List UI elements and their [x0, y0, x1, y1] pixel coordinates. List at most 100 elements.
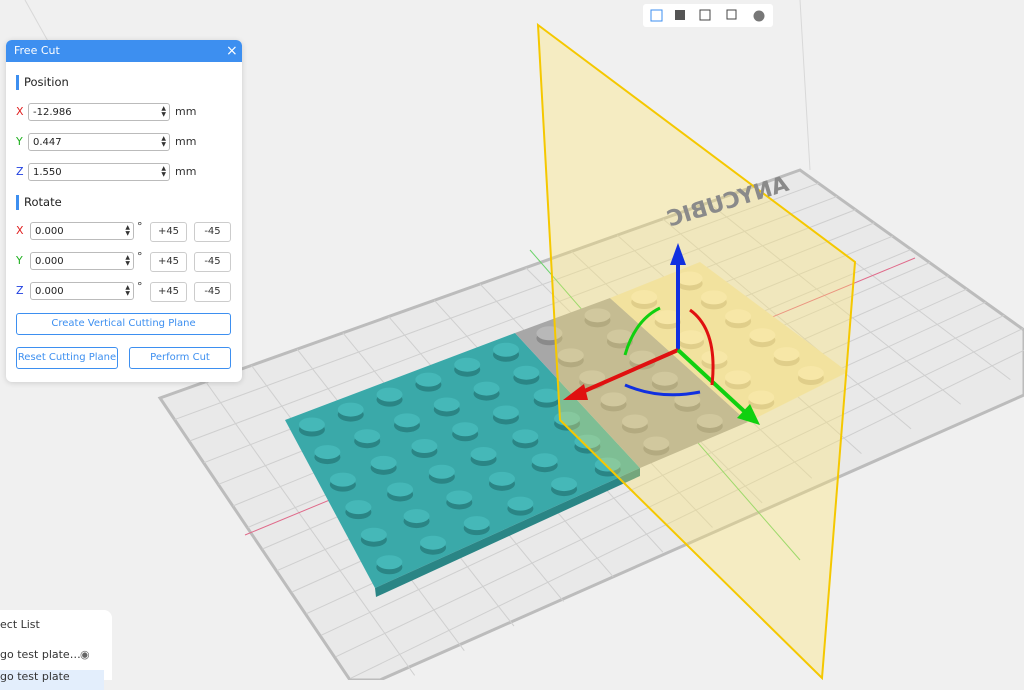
stud	[676, 271, 703, 286]
number-input[interactable]: 0.000 ▲ ▼	[30, 222, 134, 240]
stud	[654, 310, 681, 325]
unit-label: mm	[175, 105, 197, 118]
plus-button[interactable]: +45	[150, 252, 187, 272]
stud	[452, 422, 479, 437]
stud	[631, 290, 658, 305]
icon-pick[interactable]	[726, 9, 737, 20]
grid-line	[335, 328, 1024, 658]
stud	[488, 471, 515, 486]
close-button[interactable]: ×	[226, 43, 238, 59]
stud	[329, 472, 356, 487]
stud	[454, 357, 481, 372]
minus-button[interactable]: -45	[194, 252, 231, 272]
number-input[interactable]: 0.000 ▲ ▼	[30, 252, 134, 270]
stud	[470, 447, 497, 462]
number-input[interactable]: 1.550 ▲ ▼	[28, 163, 170, 181]
stud	[533, 388, 560, 403]
stud	[493, 342, 520, 357]
unit-label: mm	[175, 165, 197, 178]
stud	[584, 308, 611, 323]
spinner[interactable]: ▲ ▼	[161, 105, 166, 118]
stud	[433, 397, 460, 412]
perform-cut-button[interactable]: Perform Cut	[129, 347, 231, 369]
spinner[interactable]: ▲ ▼	[125, 224, 130, 237]
stud	[420, 535, 447, 550]
object-list: ect List go test plate… ◉ go test plate	[0, 610, 112, 690]
number-input[interactable]: -12.986 ▲ ▼	[28, 103, 170, 121]
stud	[725, 309, 752, 324]
spinner[interactable]: ▲ ▼	[161, 135, 166, 148]
panel-header: Free Cut ×	[6, 40, 242, 62]
number-input[interactable]: 0.000 ▲ ▼	[30, 282, 134, 300]
axis-label: Y	[16, 254, 23, 267]
stud	[678, 330, 705, 345]
toolbar-icons	[650, 9, 765, 22]
visibility-icon[interactable]: ◉	[80, 648, 90, 661]
stud	[376, 555, 403, 570]
stud	[411, 439, 438, 454]
stud	[463, 516, 490, 531]
spinner[interactable]: ▲ ▼	[125, 254, 130, 267]
stud	[298, 417, 325, 432]
stud	[513, 365, 540, 380]
stud	[551, 477, 578, 492]
create-plane-button[interactable]: Create Vertical Cutting Plane	[16, 313, 231, 335]
gizmo	[563, 243, 760, 425]
stud	[387, 482, 414, 497]
stud	[314, 445, 341, 460]
object-item[interactable]: go test plate… ◉	[0, 648, 104, 668]
icon-select[interactable]	[699, 9, 711, 21]
stud	[600, 392, 627, 407]
stud	[696, 413, 723, 428]
reset-button[interactable]: Reset Cutting Plane	[16, 347, 118, 369]
object-list-title: ect List	[0, 618, 40, 631]
stud	[415, 372, 442, 387]
panel-title: Free Cut	[14, 44, 60, 57]
stud	[701, 350, 728, 365]
object-name: go test plate…	[0, 648, 81, 661]
number-input[interactable]: 0.447 ▲ ▼	[28, 133, 170, 151]
axis-label: X	[16, 224, 24, 237]
stud	[621, 414, 648, 429]
stud	[748, 390, 775, 405]
free-cut-panel: Free Cut × Position Rotate Create Vertic…	[6, 40, 242, 382]
stud	[574, 434, 601, 449]
object-item[interactable]: go test plate	[0, 670, 104, 690]
unit-label: °	[137, 280, 143, 293]
stud	[651, 371, 678, 386]
stud	[403, 509, 430, 524]
stud	[797, 366, 824, 381]
grid-line	[320, 314, 1005, 636]
stud	[531, 453, 558, 468]
icon-render[interactable]	[675, 10, 685, 20]
stud	[606, 329, 633, 344]
stud	[674, 392, 701, 407]
spinner[interactable]: ▲ ▼	[125, 284, 130, 297]
stud	[360, 527, 387, 542]
section-heading: Rotate	[16, 195, 62, 210]
stud	[345, 500, 372, 515]
minus-button[interactable]: -45	[194, 282, 231, 302]
object-name: go test plate	[0, 670, 70, 683]
minus-button[interactable]: -45	[194, 222, 231, 242]
stud	[354, 429, 381, 444]
plus-button[interactable]: +45	[150, 222, 187, 242]
icon-view[interactable]	[650, 9, 663, 22]
axis-label: Y	[16, 135, 23, 148]
view-toolbar	[643, 4, 773, 27]
plus-button[interactable]: +45	[150, 282, 187, 302]
axis-label: X	[16, 105, 24, 118]
unit-label: °	[137, 220, 143, 233]
axis-label: Z	[16, 165, 24, 178]
stud	[579, 370, 606, 385]
stud	[393, 413, 420, 428]
icon-material[interactable]	[753, 10, 765, 22]
stud	[512, 429, 539, 444]
spinner[interactable]: ▲ ▼	[161, 165, 166, 178]
stud	[376, 387, 403, 402]
section-heading: Position	[16, 75, 69, 90]
stud	[428, 464, 455, 479]
stud	[643, 436, 670, 451]
